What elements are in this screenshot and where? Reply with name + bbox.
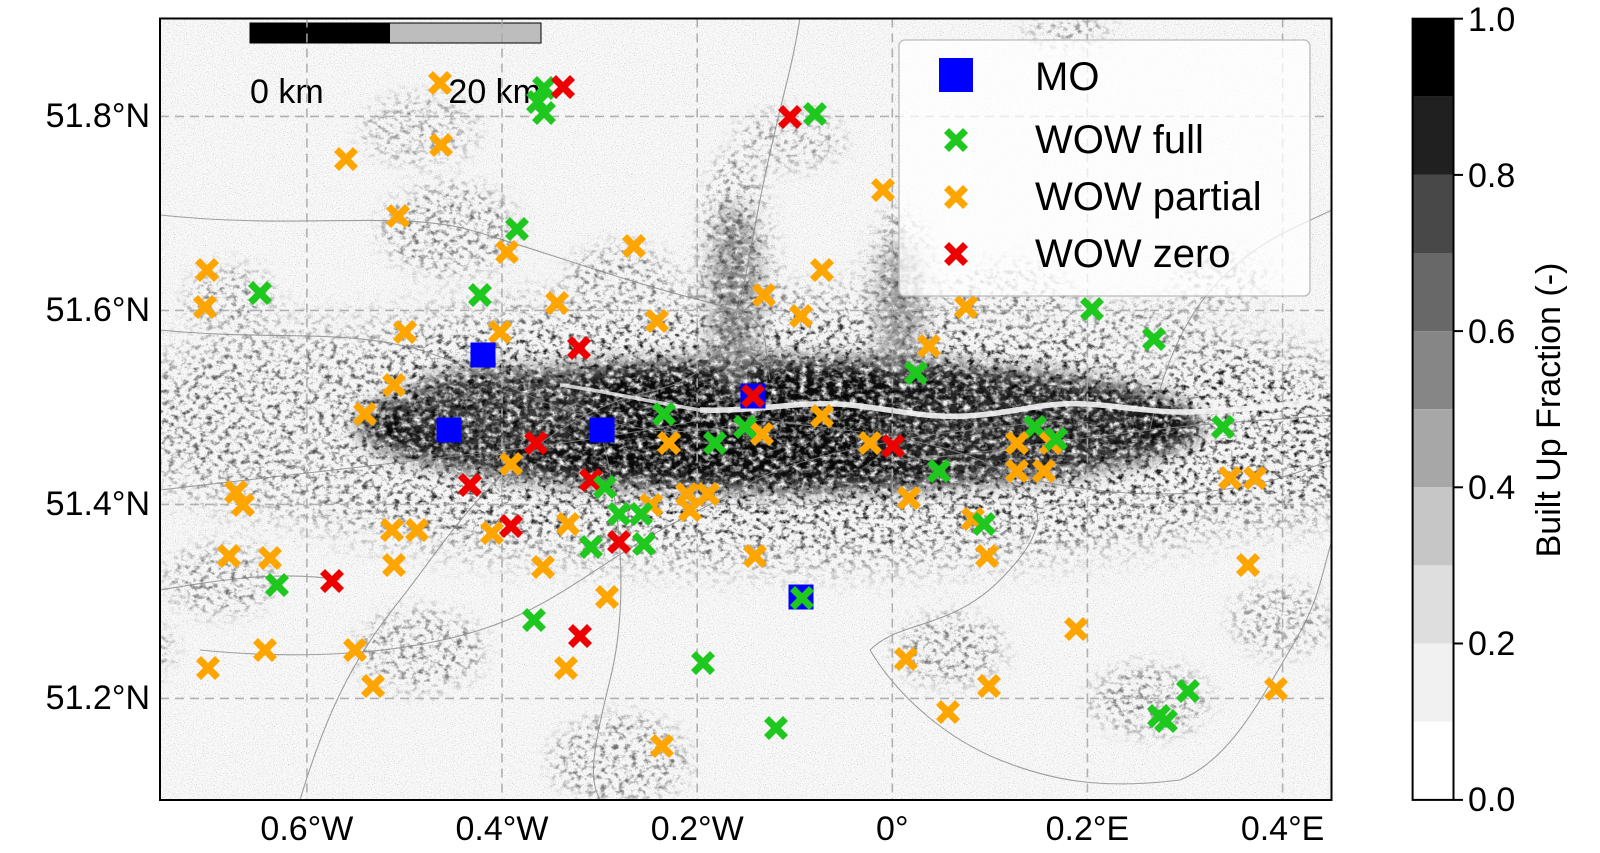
svg-text:0.6: 0.6 bbox=[1468, 313, 1515, 351]
svg-text:0.6°W: 0.6°W bbox=[260, 810, 353, 848]
svg-text:51.4°N: 51.4°N bbox=[46, 485, 150, 523]
svg-text:0.4: 0.4 bbox=[1468, 469, 1515, 507]
svg-text:0.2°W: 0.2°W bbox=[651, 810, 744, 848]
svg-text:0 km: 0 km bbox=[250, 73, 324, 111]
svg-text:0.0: 0.0 bbox=[1468, 781, 1515, 819]
svg-text:51.6°N: 51.6°N bbox=[46, 291, 150, 329]
svg-text:WOW zero: WOW zero bbox=[1035, 232, 1231, 276]
svg-text:0.4°E: 0.4°E bbox=[1241, 810, 1325, 848]
svg-text:0.4°W: 0.4°W bbox=[456, 810, 549, 848]
svg-text:WOW partial: WOW partial bbox=[1035, 175, 1262, 219]
svg-text:MO: MO bbox=[1035, 55, 1099, 99]
svg-text:0.8: 0.8 bbox=[1468, 157, 1515, 195]
svg-text:51.2°N: 51.2°N bbox=[46, 679, 150, 717]
svg-text:51.8°N: 51.8°N bbox=[46, 97, 150, 135]
svg-text:1.0: 1.0 bbox=[1468, 1, 1515, 39]
svg-text:20 km: 20 km bbox=[448, 73, 541, 111]
svg-text:WOW full: WOW full bbox=[1035, 118, 1204, 162]
svg-text:Built Up Fraction (-): Built Up Fraction (-) bbox=[1530, 263, 1568, 558]
svg-text:0.2: 0.2 bbox=[1468, 625, 1515, 663]
svg-text:0.2°E: 0.2°E bbox=[1046, 810, 1130, 848]
svg-text:0°: 0° bbox=[876, 810, 909, 848]
